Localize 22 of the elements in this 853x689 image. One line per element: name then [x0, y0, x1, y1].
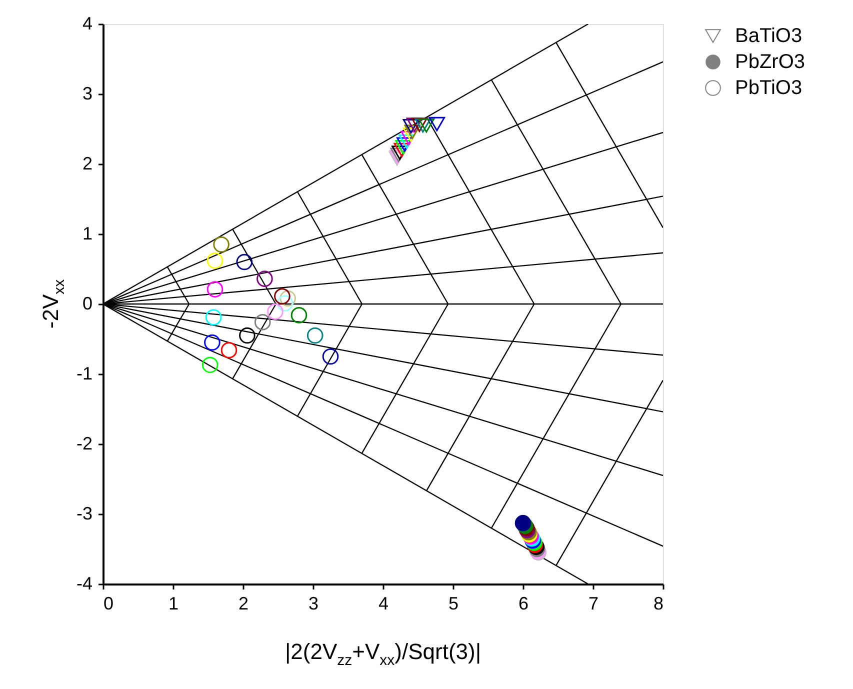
y-tick-label: -1 — [76, 364, 92, 384]
y-tick-label: 4 — [82, 14, 92, 34]
legend-label: BaTiO3 — [735, 25, 802, 47]
x-tick-label: 6 — [518, 594, 529, 614]
x-tick-label: 0 — [104, 594, 114, 614]
y-tick-label: -2 — [76, 434, 92, 454]
y-tick-label: -4 — [76, 574, 92, 594]
x-tick-label: 7 — [588, 594, 599, 614]
x-tick-label: 1 — [168, 594, 179, 614]
y-tick-label: 0 — [82, 294, 92, 314]
x-tick-label: 3 — [308, 594, 319, 614]
x-tick-label: 4 — [378, 594, 389, 614]
x-tick-label: 5 — [448, 594, 459, 614]
y-tick-label: 3 — [82, 84, 92, 104]
y-tick-label: -3 — [76, 504, 92, 524]
y-tick-label: 2 — [82, 154, 92, 174]
legend-label: PbTiO3 — [735, 77, 802, 99]
x-tick-label: 8 — [653, 594, 664, 614]
legend-label: PbZrO3 — [735, 51, 806, 73]
x-tick-label: 2 — [238, 594, 249, 614]
y-tick-label: 1 — [82, 224, 92, 244]
y-axis-title: -2Vxx — [38, 278, 68, 329]
